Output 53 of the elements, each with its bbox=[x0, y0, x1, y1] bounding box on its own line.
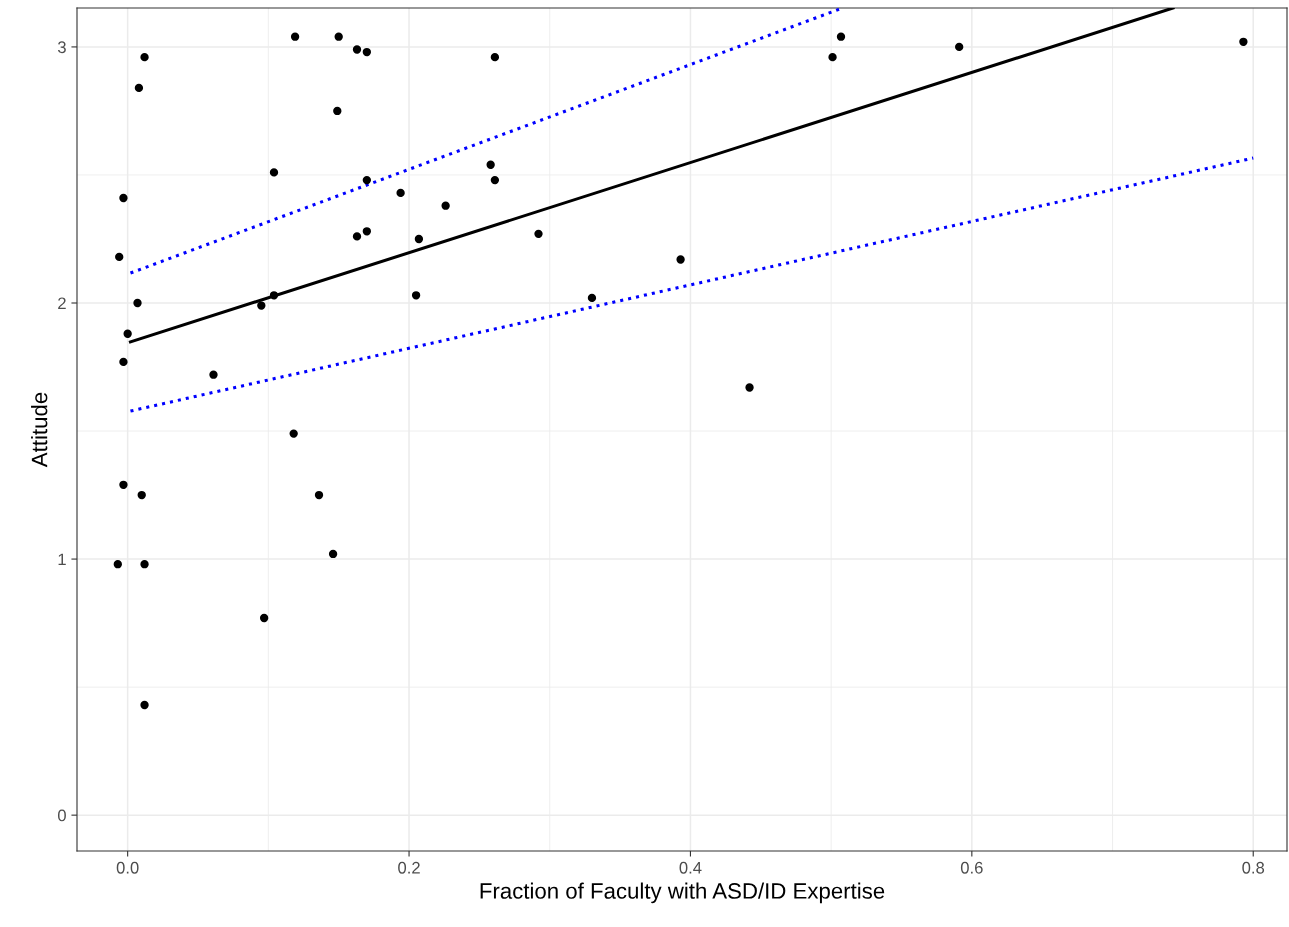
point bbox=[133, 298, 142, 308]
point bbox=[289, 429, 298, 438]
point bbox=[119, 480, 128, 489]
point bbox=[140, 560, 149, 569]
x-tick-label: 0.8 bbox=[1242, 861, 1265, 874]
point bbox=[137, 490, 146, 500]
y-tick-label: 1 bbox=[58, 553, 66, 566]
y-tick-label: 3 bbox=[57, 41, 66, 54]
point bbox=[828, 53, 837, 62]
x-tick-label: 0.0 bbox=[116, 861, 139, 874]
point bbox=[140, 53, 149, 62]
point bbox=[119, 193, 128, 203]
point bbox=[334, 32, 343, 41]
point bbox=[328, 549, 338, 559]
y-tick-label: 2 bbox=[58, 297, 66, 310]
point bbox=[314, 490, 324, 500]
x-tick-label: 0.2 bbox=[398, 861, 420, 874]
y-tick-label: 0 bbox=[57, 809, 66, 822]
point bbox=[333, 106, 342, 116]
point bbox=[441, 201, 450, 210]
point bbox=[123, 329, 132, 338]
point bbox=[587, 293, 597, 303]
point bbox=[362, 47, 371, 57]
point bbox=[414, 234, 424, 244]
x-tick-label: 0.6 bbox=[960, 861, 983, 874]
point bbox=[259, 613, 269, 623]
point bbox=[115, 252, 124, 262]
point bbox=[396, 188, 405, 198]
point bbox=[134, 83, 144, 93]
point bbox=[119, 357, 128, 367]
point bbox=[140, 700, 149, 710]
point bbox=[269, 168, 279, 177]
point bbox=[269, 291, 279, 300]
point bbox=[955, 42, 964, 52]
point bbox=[352, 232, 362, 241]
point bbox=[486, 160, 495, 169]
point bbox=[362, 175, 371, 185]
x-axis-title: Fraction of Faculty with ASD/ID Expertise bbox=[480, 882, 885, 904]
point bbox=[352, 45, 362, 54]
y-axis-title: Attitude bbox=[31, 392, 48, 468]
point bbox=[209, 370, 218, 379]
point bbox=[1239, 37, 1248, 46]
point bbox=[113, 560, 122, 569]
x-tick-label: 0.4 bbox=[679, 861, 702, 874]
point bbox=[534, 229, 543, 239]
point bbox=[836, 32, 846, 41]
point bbox=[411, 291, 421, 300]
point bbox=[676, 255, 685, 264]
point bbox=[290, 32, 300, 41]
point bbox=[362, 227, 371, 236]
point bbox=[490, 53, 500, 62]
point bbox=[490, 175, 500, 185]
point bbox=[257, 301, 266, 310]
